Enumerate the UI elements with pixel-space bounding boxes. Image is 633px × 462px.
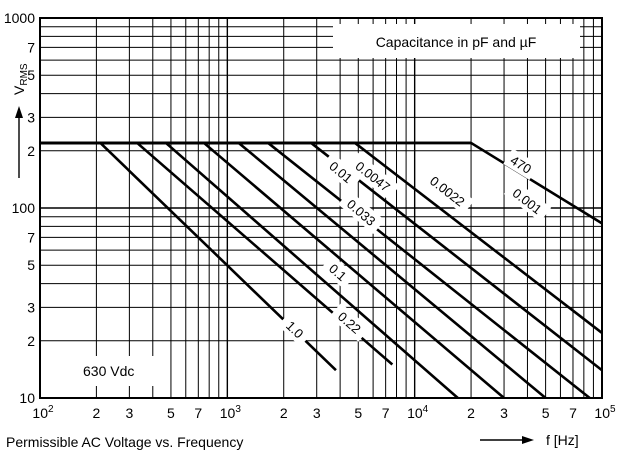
y-tick-label: 7 [27,229,35,245]
curve-label-0-001: 0.001 [503,179,552,223]
x-tick-label: 5 [167,405,175,421]
y-tick-label: 5 [27,257,35,273]
x-tick-label: 5 [542,405,550,421]
y-tick-label: 2 [27,333,35,349]
x-axis-label: f [Hz] [480,432,579,448]
curve-0-0022 [40,141,603,372]
y-tick-label: 3 [27,109,35,125]
y-axis-label: VRMS [11,63,30,178]
y-tick-label: 3 [27,299,35,315]
y-tick-label: 100 [12,200,36,216]
x-tick-label: 3 [125,405,133,421]
rating-label: 630 Vdc [83,363,134,379]
x-tick-label: 2 [92,405,100,421]
y-axis-label-main: V [11,85,27,95]
x-tick-labels: 102 2 3 5 7 103 2 3 5 7 104 2 3 5 7 105 [32,404,616,421]
svg-text:VRMS: VRMS [11,63,30,95]
curve-label-0-033: 0.033 [338,190,385,234]
curve-label-470: 470 [503,148,539,180]
x-tick-label: 3 [313,405,321,421]
x-tick-label: 104 [407,404,429,421]
x-tick-label: 2 [467,405,475,421]
x-tick-label: 7 [194,405,202,421]
x-tick-label: 105 [594,404,616,421]
x-tick-label: 7 [569,405,577,421]
y-tick-labels: 10 2 3 5 7 100 2 3 5 7 1000 [4,10,35,406]
plot-frame [39,17,603,399]
x-tick-label: 3 [500,405,508,421]
y-axis-arrow-head [15,106,23,118]
curve-label-0-1: 0.1 [320,255,356,289]
x-tick-label: 103 [220,404,242,421]
y-tick-label: 7 [27,39,35,55]
legend-box: Capacitance in pF and µF [333,24,580,58]
x-tick-label: 7 [382,405,390,421]
y-axis-label-sub: RMS [19,63,30,86]
curve-label-1-0: 1.0 [277,312,313,347]
legend-box-text: Capacitance in pF and µF [376,34,537,50]
x-axis-label-text: f [Hz] [546,432,579,448]
y-tick-label: 5 [27,67,35,83]
x-axis-arrow-head [522,436,534,444]
rating-box: 630 Vdc [69,356,159,386]
y-tick-label: 2 [27,143,35,159]
y-tick-label: 10 [19,390,35,406]
y-tick-label: 1000 [4,10,35,26]
chart-caption: Permissible AC Voltage vs. Frequency [6,434,243,450]
x-tick-label: 5 [354,405,362,421]
curve-label-0-22: 0.22 [329,303,371,342]
x-tick-label: 2 [280,405,288,421]
capacitance-curves [40,141,603,400]
x-tick-label: 102 [32,404,54,421]
